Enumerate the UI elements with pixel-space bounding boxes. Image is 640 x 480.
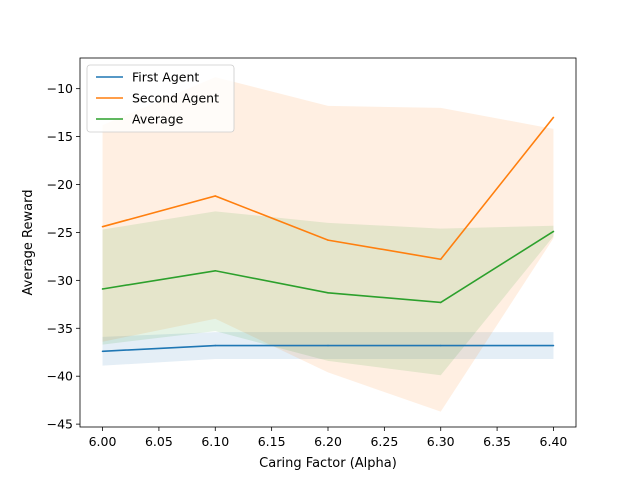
x-tick-label: 6.00 [89,434,117,449]
x-axis: 6.00 6.05 6.10 6.15 6.20 6.25 6.30 6.35 6.40 [89,427,568,449]
average-point [214,269,217,272]
x-tick-label: 6.20 [314,434,342,449]
legend-label-first-agent: First Agent [132,70,199,85]
average-point [552,230,555,233]
second-agent-point [214,195,217,197]
x-tick-label: 6.30 [427,434,455,449]
first-agent-point [439,344,442,347]
first-agent-point [214,344,217,347]
y-tick-label: −20 [47,177,73,192]
x-tick-label: 6.40 [540,434,568,449]
y-tick-label: −35 [47,321,73,336]
y-tick-label: −30 [47,273,73,288]
y-tick-label: −15 [47,129,73,144]
y-tick-label: −10 [47,81,73,96]
y-axis: −45 −40 −35 −30 −25 −20 −15 −10 [47,81,80,432]
second-agent-point [327,239,329,241]
legend-label-average: Average [132,112,184,127]
x-tick-label: 6.35 [483,434,511,449]
x-tick-label: 6.25 [370,434,398,449]
x-tick-label: 6.10 [201,434,229,449]
second-agent-band [102,77,554,412]
average-point [327,292,329,294]
legend: First Agent Second Agent Average [86,64,235,133]
legend-box [86,64,235,133]
first-agent-point [327,344,329,347]
y-tick-label: −25 [47,225,73,240]
average-point [101,288,104,290]
second-agent-point [552,116,555,119]
series-lines [101,116,555,353]
legend-label-second-agent: Second Agent [132,91,219,106]
y-axis-label: Average Reward [21,190,36,296]
second-agent-point [101,225,104,228]
second-agent-point [439,258,442,261]
first-agent-band [102,332,554,366]
y-tick-label: −45 [47,417,73,432]
x-tick-label: 6.15 [258,434,286,449]
average-point [439,301,442,304]
first-agent-point [101,350,104,353]
x-tick-label: 6.05 [145,434,173,449]
y-tick-label: −40 [47,369,73,384]
first-agent-point [552,344,555,347]
x-axis-label: Caring Factor (Alpha) [259,456,397,471]
